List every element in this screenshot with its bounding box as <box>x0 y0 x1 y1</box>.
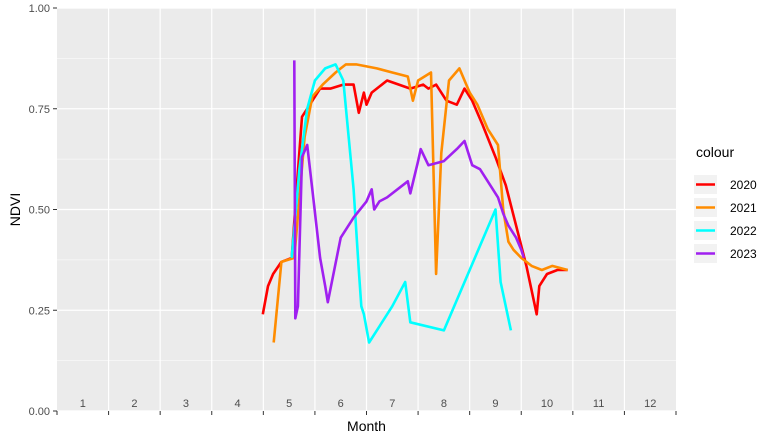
month-label-8: 8 <box>441 398 447 410</box>
month-label-6: 6 <box>338 398 344 410</box>
series-line-2021 <box>272 63 569 343</box>
major-gridlines <box>57 7 676 412</box>
x-axis-title: Month <box>347 418 386 434</box>
month-label-7: 7 <box>389 398 395 410</box>
legend-label-2022: 2022 <box>730 224 757 238</box>
legend: colour 2020 2021 2022 2023 <box>694 144 757 263</box>
y-tick-label: 0.75 <box>29 104 50 116</box>
series-lines <box>261 60 569 344</box>
legend-label-2023: 2023 <box>730 247 757 261</box>
y-tick-label: 0.50 <box>29 205 50 217</box>
legend-title: colour <box>696 144 734 160</box>
legend-label-2021: 2021 <box>730 201 757 215</box>
month-label-9: 9 <box>492 398 498 410</box>
month-label-3: 3 <box>183 398 189 410</box>
month-label-10: 10 <box>541 398 553 410</box>
month-label-4: 4 <box>234 398 240 410</box>
y-tick-label: 1.00 <box>29 3 50 15</box>
month-label-1: 1 <box>80 398 86 410</box>
y-axis-title: NDVI <box>7 193 23 226</box>
month-label-12: 12 <box>644 398 656 410</box>
y-tick-label: 0.00 <box>29 406 50 418</box>
month-label-11: 11 <box>593 398 604 410</box>
y-tick-label: 0.25 <box>29 305 50 317</box>
month-label-5: 5 <box>286 398 292 410</box>
month-label-2: 2 <box>131 398 137 410</box>
series-line-2023 <box>293 60 526 320</box>
legend-label-2020: 2020 <box>730 178 757 192</box>
axes: 1 2 3 4 5 6 7 8 9 10 11 120.000.250.500.751.00 <box>29 3 677 418</box>
series-line-2022 <box>290 63 513 344</box>
